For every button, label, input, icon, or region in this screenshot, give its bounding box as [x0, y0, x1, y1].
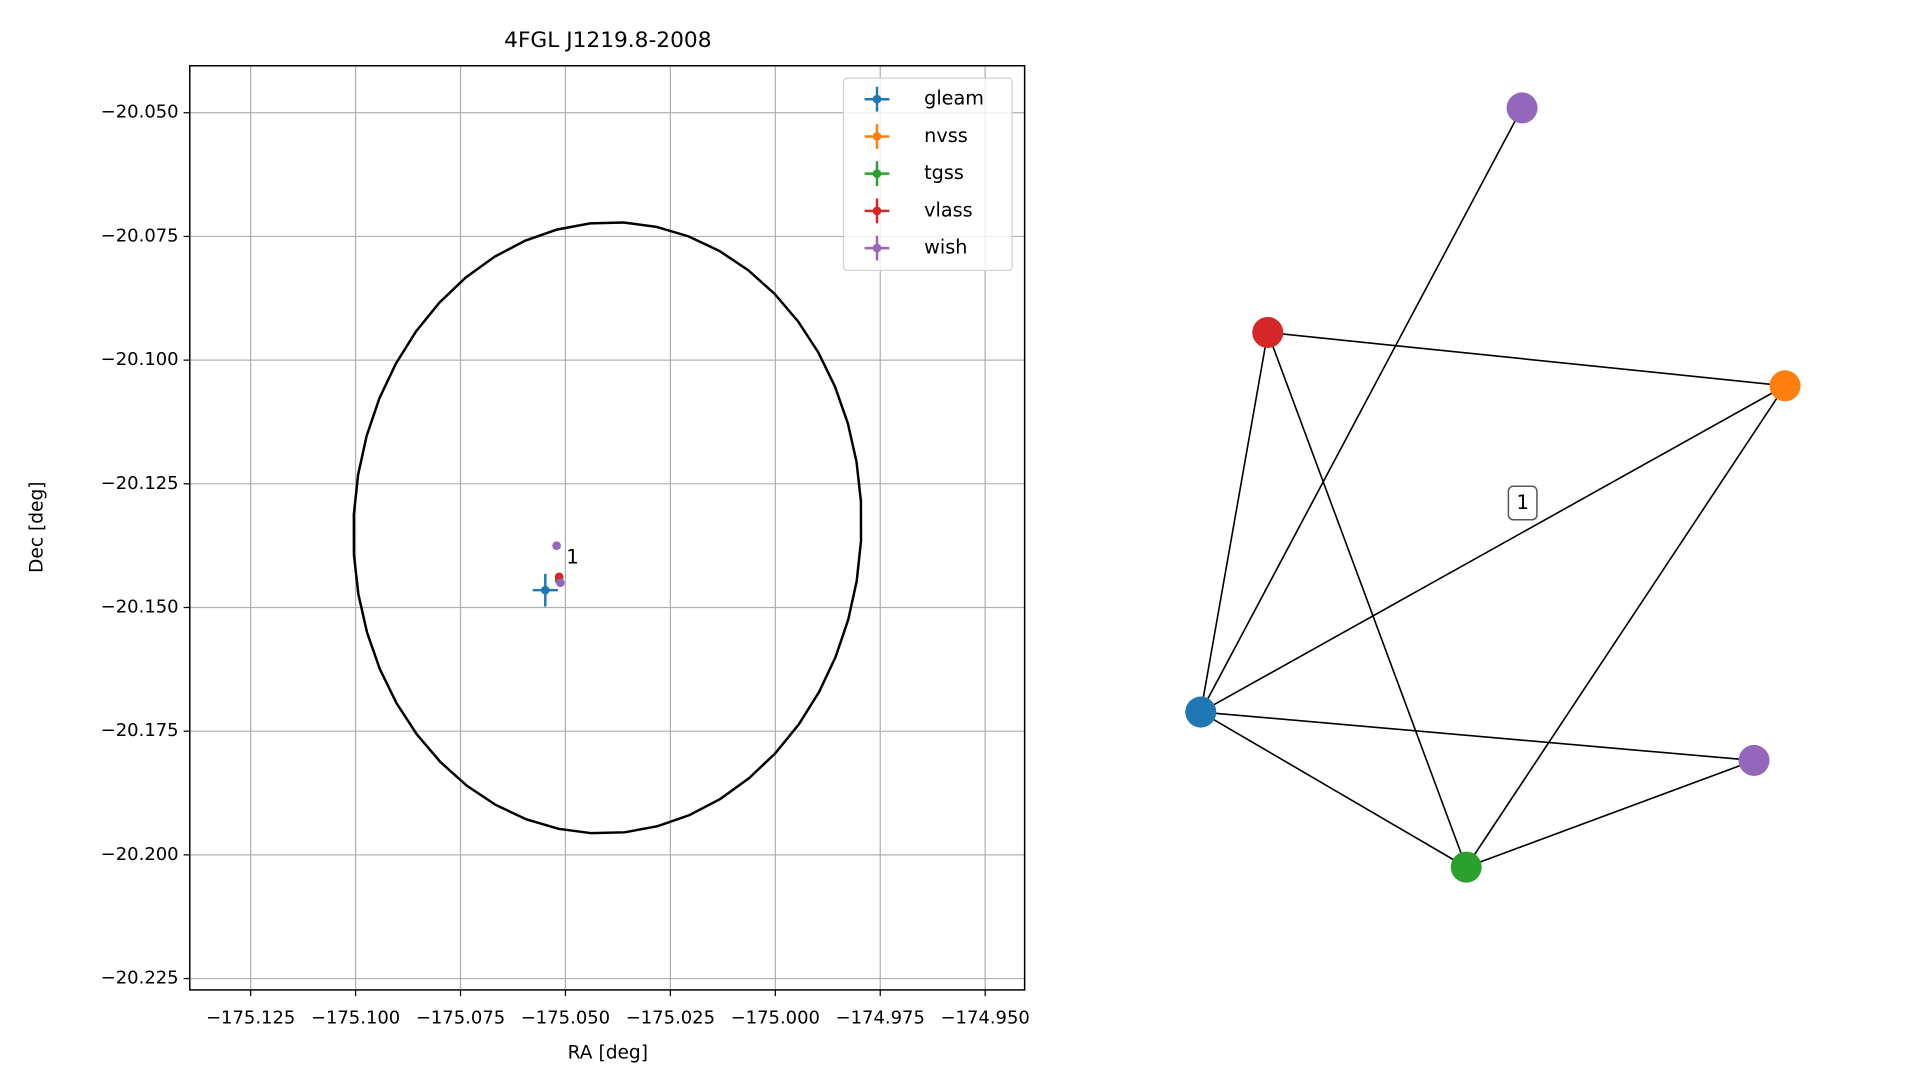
- edge: [1200, 711, 1467, 868]
- legend-label: nvss: [924, 124, 968, 147]
- node: [1252, 316, 1284, 348]
- edge: [1199, 332, 1269, 713]
- edge: [1266, 332, 1467, 868]
- edge: [1200, 711, 1755, 762]
- y-tick-label: −20.075: [101, 225, 179, 246]
- y-tick-label: −20.225: [101, 968, 179, 989]
- node: [1450, 851, 1482, 883]
- legend-marker: [872, 206, 882, 216]
- edge: [1465, 385, 1786, 868]
- y-tick-label: −20.100: [101, 349, 179, 370]
- y-axis-label: Dec [deg]: [27, 481, 48, 572]
- edge: [1465, 759, 1755, 868]
- node: [1185, 696, 1217, 728]
- point: [556, 578, 565, 588]
- edge: [1267, 331, 1786, 387]
- legend-marker: [872, 94, 882, 104]
- network-label: 1: [1516, 491, 1529, 514]
- legend-label: gleam: [924, 87, 984, 110]
- x-tick-label: −175.050: [521, 1007, 610, 1028]
- error-ellipse: [352, 221, 863, 835]
- chart-title: 4FGL J1219.8-2008: [504, 28, 711, 53]
- y-tick-label: −20.125: [101, 473, 179, 494]
- node: [1506, 92, 1538, 124]
- x-tick-label: −174.975: [836, 1007, 925, 1028]
- legend-label: tgss: [924, 161, 964, 184]
- point: [540, 585, 550, 595]
- x-tick-label: −175.025: [626, 1007, 715, 1028]
- edge: [1200, 385, 1786, 713]
- legend-marker: [872, 132, 882, 141]
- x-tick-label: −174.950: [940, 1007, 1029, 1028]
- legend-label: vlass: [924, 198, 973, 221]
- y-tick-label: −20.150: [101, 596, 179, 617]
- legend-marker: [872, 243, 882, 253]
- point: [552, 541, 561, 550]
- node: [1738, 744, 1770, 776]
- y-tick-label: −20.175: [101, 720, 179, 741]
- plot-frame: [189, 65, 1026, 991]
- legend-marker: [872, 169, 882, 179]
- label-box: [1507, 485, 1538, 521]
- annotation: 1: [566, 546, 579, 569]
- edge: [1200, 107, 1523, 713]
- x-tick-label: −175.075: [416, 1007, 505, 1028]
- node: [1769, 370, 1801, 402]
- y-tick-label: −20.200: [101, 844, 179, 865]
- legend-box: [842, 77, 1013, 272]
- y-tick-label: −20.050: [101, 102, 179, 123]
- x-axis-label: RA [deg]: [568, 1043, 648, 1064]
- legend-label: wish: [924, 236, 967, 259]
- x-tick-label: −175.100: [311, 1007, 400, 1028]
- x-tick-label: −175.000: [731, 1007, 820, 1028]
- x-tick-label: −175.125: [206, 1007, 295, 1028]
